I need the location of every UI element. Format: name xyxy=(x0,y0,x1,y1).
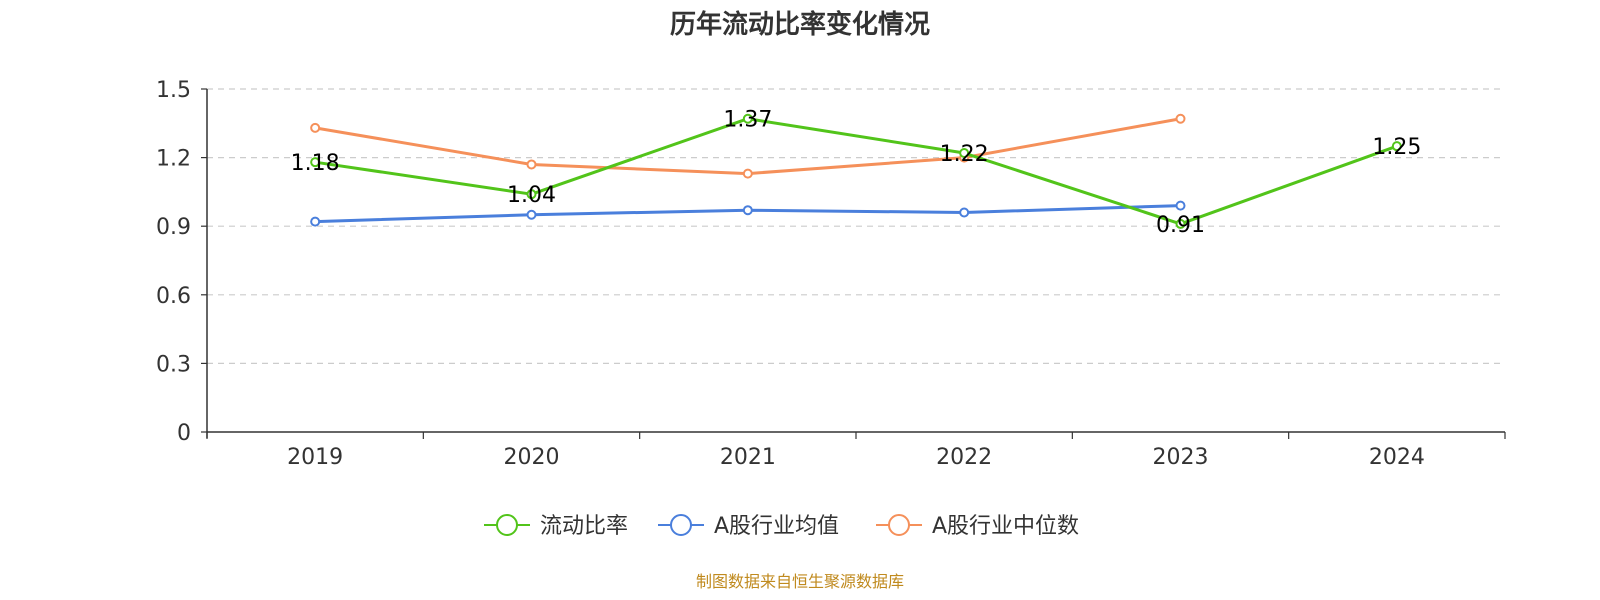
y-tick-label: 0.9 xyxy=(156,215,191,240)
source-note: 制图数据来自恒生聚源数据库 xyxy=(695,572,904,591)
y-tick-label: 0 xyxy=(177,421,191,446)
grid-lines xyxy=(207,88,1505,364)
legend-circle-icon xyxy=(496,514,518,536)
x-tick-label: 2020 xyxy=(504,445,560,470)
legend-item[interactable]: A股行业均值 xyxy=(658,514,839,539)
y-tick-label: 0.6 xyxy=(156,284,191,309)
legend-item[interactable]: A股行业中位数 xyxy=(876,514,1079,539)
legend[interactable]: 流动比率 A股行业均值 A股行业中位数 xyxy=(484,514,1079,539)
chart-title: 历年流动比率变化情况 xyxy=(669,10,930,40)
data-point xyxy=(1175,113,1186,124)
data-point xyxy=(310,216,321,227)
data-point xyxy=(526,159,537,170)
data-point xyxy=(742,205,753,216)
x-tick-label: 2024 xyxy=(1369,445,1425,470)
legend-item[interactable]: 流动比率 xyxy=(484,514,628,539)
data-label: 1.37 xyxy=(723,108,772,133)
y-tick-label: 1.2 xyxy=(156,147,191,172)
data-point xyxy=(1175,218,1186,229)
data-point xyxy=(526,209,537,220)
data-label: 1.04 xyxy=(507,183,556,208)
data-label: 1.18 xyxy=(291,151,340,176)
data-point xyxy=(310,157,321,168)
x-tick-label: 2019 xyxy=(287,445,343,470)
x-tick-label: 2021 xyxy=(720,445,776,470)
data-point xyxy=(742,113,753,124)
data-label: 1.25 xyxy=(1372,135,1421,160)
series-lines xyxy=(310,113,1402,229)
data-point xyxy=(310,122,321,133)
data-point xyxy=(1391,141,1402,152)
legend-circle-icon xyxy=(670,514,692,536)
data-label: 1.22 xyxy=(940,142,989,167)
legend-label: A股行业均值 xyxy=(714,514,839,539)
data-point xyxy=(1175,200,1186,211)
data-label: 0.91 xyxy=(1156,213,1205,238)
y-tick-label: 0.3 xyxy=(156,352,191,377)
data-point xyxy=(959,148,970,159)
data-point xyxy=(959,207,970,218)
series-line xyxy=(314,117,1398,226)
data-point xyxy=(526,189,537,200)
data-labels: 1.18 1.04 1.37 1.22 0.91 1.25 xyxy=(291,108,1422,238)
legend-label: A股行业中位数 xyxy=(932,514,1079,539)
legend-circle-icon xyxy=(888,514,910,536)
axes: 0 0.3 0.6 0.9 1.2 1.5 2019 2020 2021 2022 2023 2024 xyxy=(156,78,1506,470)
y-tick-label: 1.5 xyxy=(156,78,191,103)
x-tick-label: 2022 xyxy=(936,445,992,470)
legend-label: 流动比率 xyxy=(540,514,628,539)
x-tick-label: 2023 xyxy=(1153,445,1209,470)
data-point xyxy=(742,168,753,179)
